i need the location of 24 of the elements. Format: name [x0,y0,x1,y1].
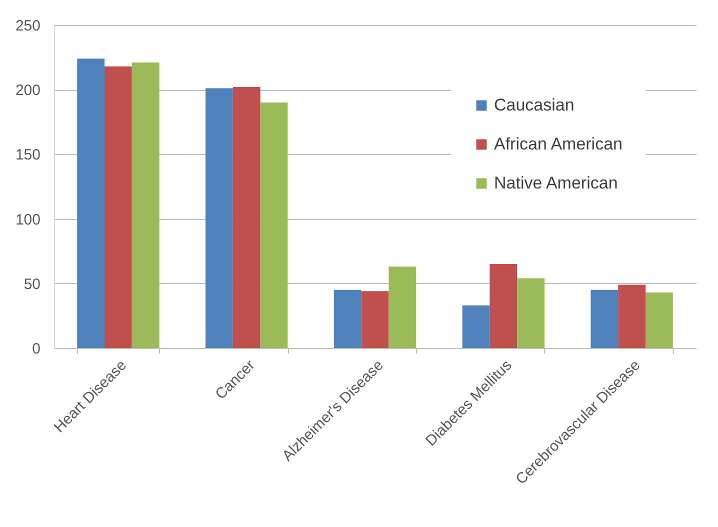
bar [645,292,673,348]
bar [361,291,389,348]
bar [490,264,518,348]
bar [590,290,618,348]
y-tick-label: 0 [32,340,40,358]
legend-label: African American [494,134,622,154]
bar [232,87,260,348]
bar [517,278,544,348]
bar [334,290,362,348]
legend-label: Caucasian [494,96,574,114]
bar [104,66,132,348]
legend-label: Native American [494,174,618,192]
bar [618,284,646,348]
bar [206,88,233,348]
bar [260,102,288,348]
y-tick-label: 50 [24,276,40,293]
y-tick-label: 150 [15,146,40,164]
y-tick-label: 250 [15,18,40,34]
y-tick-label: 100 [15,211,40,228]
bar [388,266,416,348]
bar [77,58,105,348]
y-tick-label: 200 [15,82,40,100]
bar [132,62,160,348]
bar [462,305,490,348]
